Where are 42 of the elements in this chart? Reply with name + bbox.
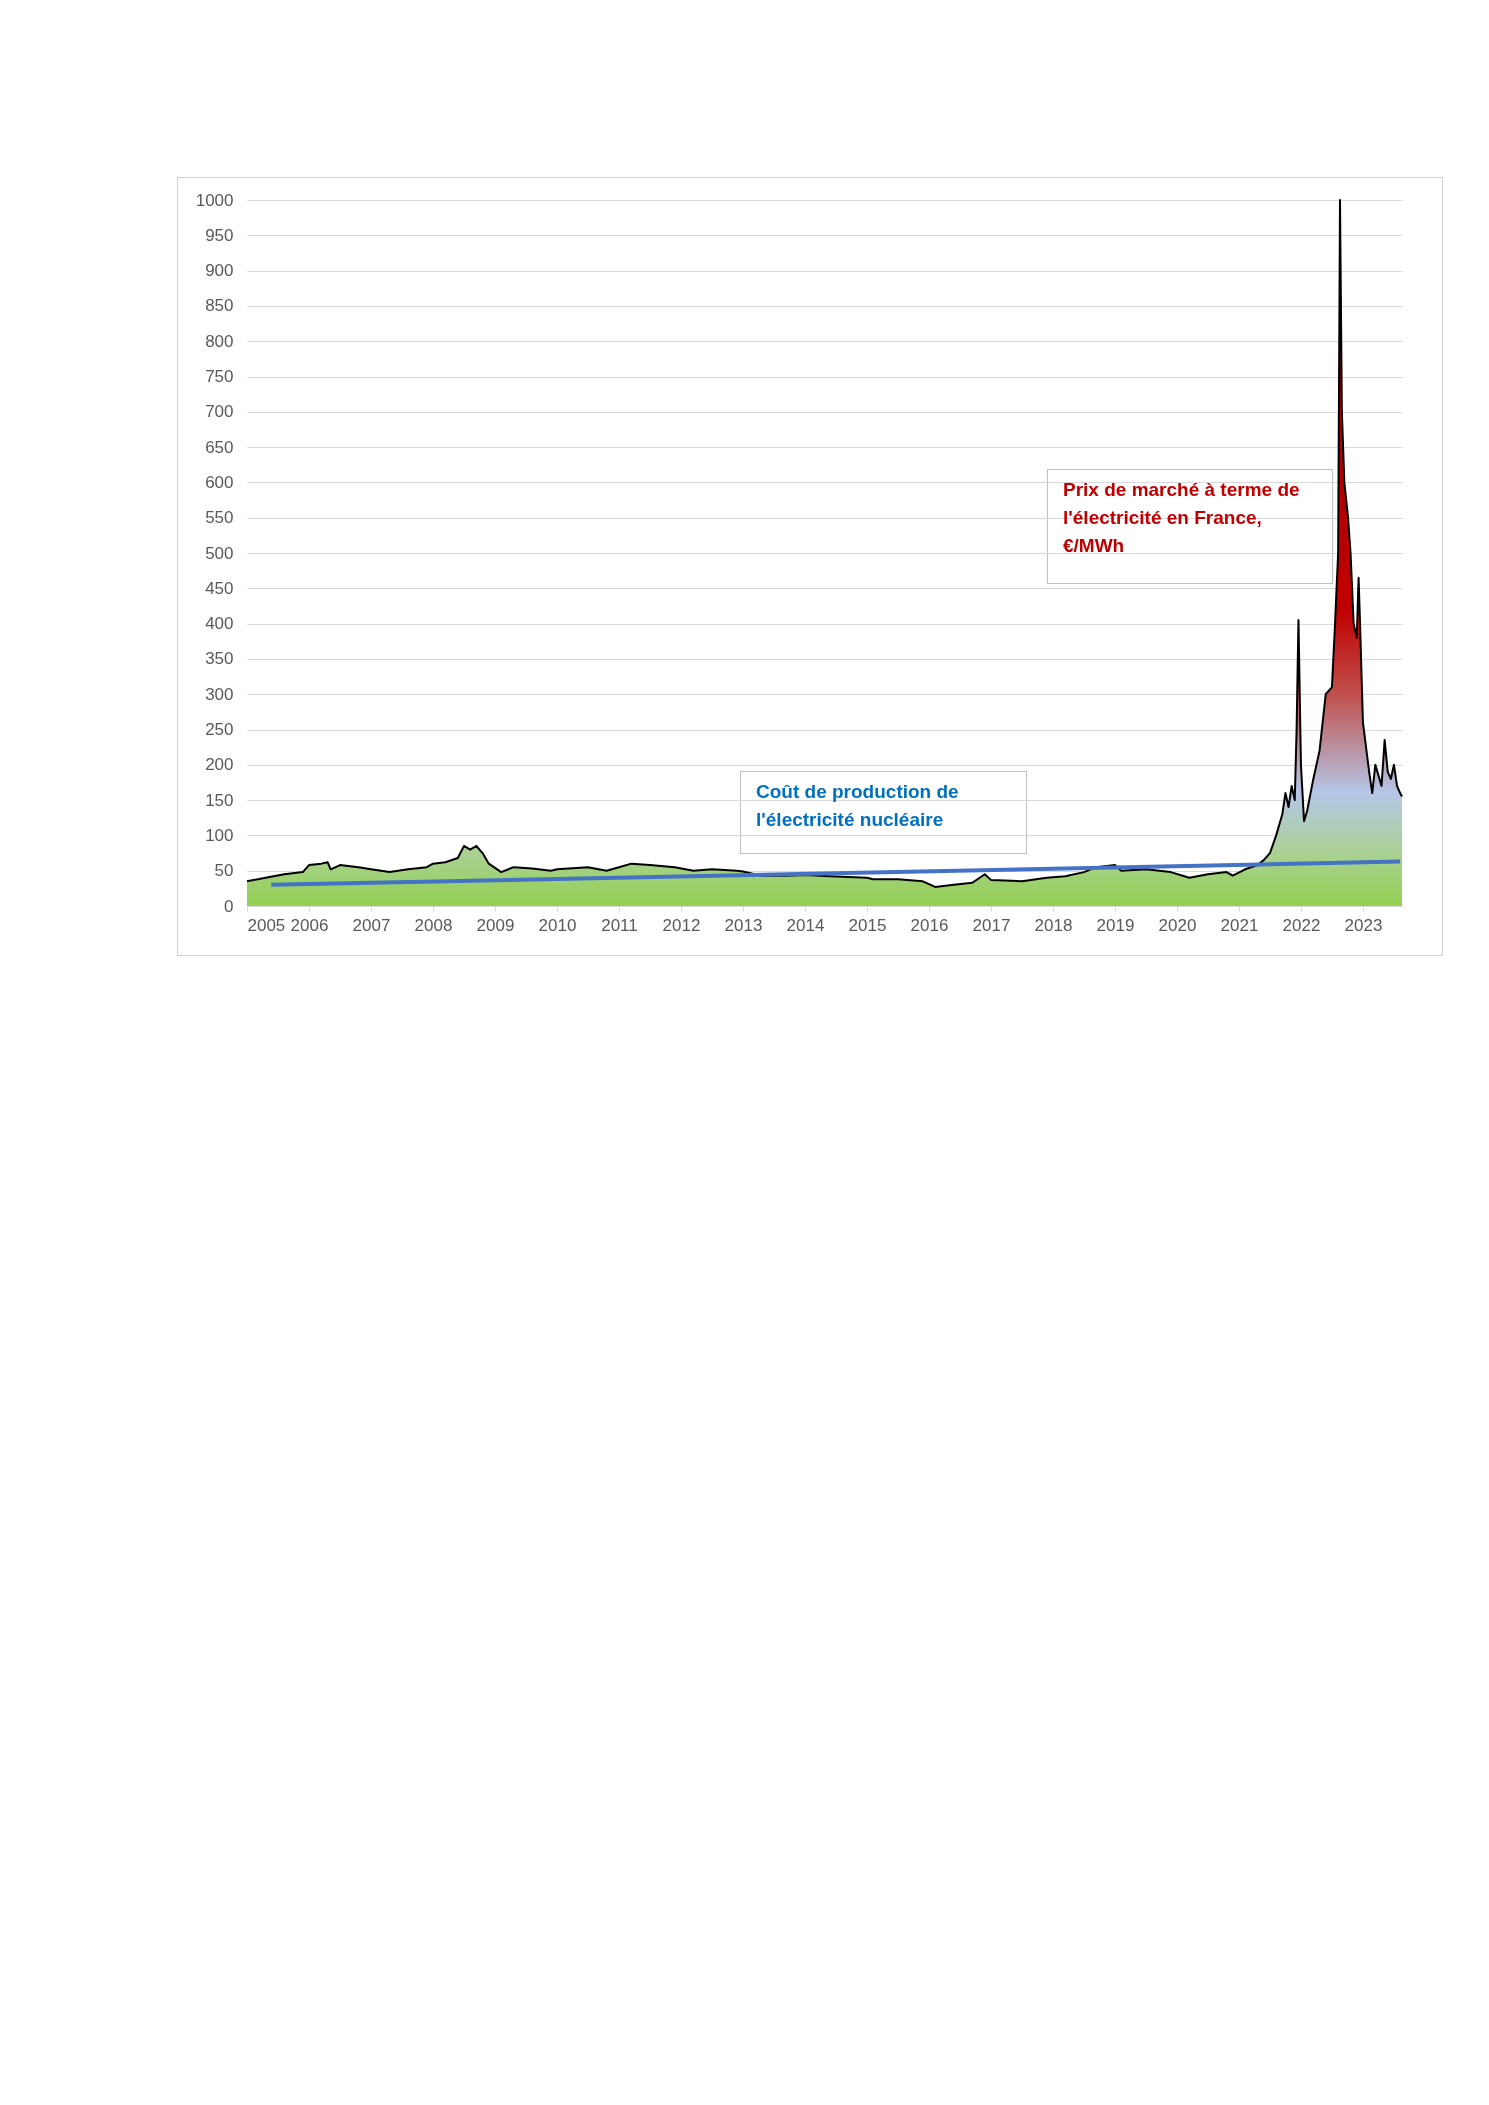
y-tick-label: 50 xyxy=(214,861,234,881)
x-tick-label: 2021 xyxy=(1220,915,1259,935)
y-tick-label: 750 xyxy=(205,367,234,386)
x-tick-label: 2017 xyxy=(972,915,1011,935)
x-tick-label: 2010 xyxy=(538,915,577,935)
y-tick-label: 1000 xyxy=(195,190,234,210)
x-tick-label: 2013 xyxy=(724,915,763,935)
x-tick-label: 2008 xyxy=(414,915,453,935)
y-tick-label: 650 xyxy=(205,437,234,457)
x-tick-label: 2018 xyxy=(1034,915,1073,935)
x-tick-label: 2005 xyxy=(247,915,286,935)
y-tick-label: 200 xyxy=(205,755,234,775)
y-tick-label: 600 xyxy=(205,472,234,492)
text: Prix de marché à terme de l'électricité en France, €/MWh xyxy=(1063,479,1300,556)
y-tick-label: 250 xyxy=(205,720,234,739)
x-tick-label: 2020 xyxy=(1158,915,1197,935)
y-tick-label: 800 xyxy=(205,331,234,351)
y-tick-label: 350 xyxy=(205,649,234,669)
y-tick-label: 900 xyxy=(205,261,234,281)
y-tick-label: 150 xyxy=(205,790,234,810)
x-tick-label: 2014 xyxy=(786,915,825,935)
x-tick-label: 2016 xyxy=(910,915,949,935)
x-tick-label: 2011 xyxy=(601,915,638,935)
x-tick-label: 2023 xyxy=(1344,915,1383,935)
x-tick-label: 2006 xyxy=(290,915,329,935)
y-tick-label: 300 xyxy=(205,684,234,704)
y-tick-label: 500 xyxy=(205,543,234,563)
x-tick-label: 2019 xyxy=(1096,915,1135,935)
text: Coût de production de l'électricité nucléaire xyxy=(756,781,959,830)
y-tick-label: 450 xyxy=(205,578,234,598)
y-tick-label: 700 xyxy=(205,402,234,422)
y-tick-label: 950 xyxy=(205,225,234,245)
y-tick-label: 0 xyxy=(224,896,234,916)
x-tick-label: 2009 xyxy=(476,915,515,935)
y-tick-label: 550 xyxy=(205,508,234,528)
x-tick-label: 2012 xyxy=(662,915,701,935)
y-tick-label: 100 xyxy=(205,825,234,845)
x-tick-label: 2022 xyxy=(1282,915,1321,935)
x-tick-label: 2015 xyxy=(848,915,887,935)
y-tick-label: 850 xyxy=(205,296,234,316)
x-tick-label: 2007 xyxy=(352,915,391,935)
y-tick-label: 400 xyxy=(205,614,234,634)
